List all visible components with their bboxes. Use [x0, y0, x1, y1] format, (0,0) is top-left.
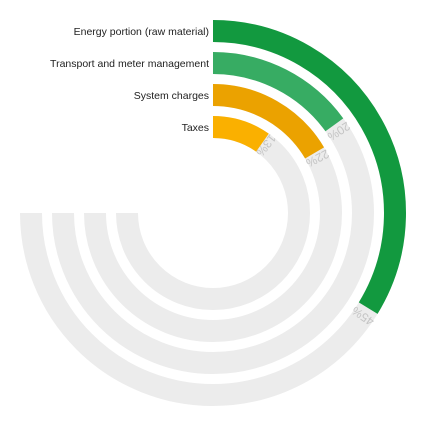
series-label-taxes: Taxes	[182, 122, 209, 134]
series-label-energy-portion-raw-material: Energy portion (raw material)	[74, 26, 209, 38]
bar-system-charges	[212, 84, 325, 159]
bar-taxes	[212, 116, 269, 152]
series-label-system-charges: System charges	[134, 90, 209, 102]
track-taxes	[116, 116, 310, 310]
bar-transport-and-meter-management	[212, 52, 344, 132]
bar-energy-portion-raw-material	[212, 20, 406, 314]
series-label-transport-and-meter-management: Transport and meter management	[50, 58, 209, 70]
